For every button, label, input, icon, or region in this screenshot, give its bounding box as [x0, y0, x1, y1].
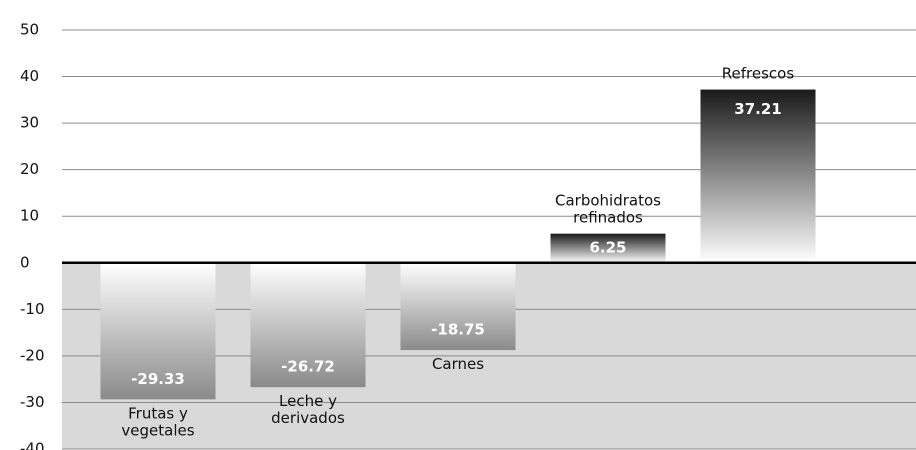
bar [400, 262, 516, 351]
x-tick-label: Frutas y vegetales [121, 404, 194, 439]
y-tick-label: 0 [20, 253, 30, 271]
x-tick-label: Carnes [432, 355, 484, 373]
y-tick-label: 30 [20, 114, 39, 132]
value-label: 6.25 [589, 239, 626, 257]
y-tick-label: -30 [20, 393, 45, 411]
y-tick-label: -10 [20, 300, 45, 318]
value-label: 37.21 [734, 100, 781, 118]
x-tick-label: Carbohidratos refinados [555, 191, 661, 226]
y-tick-label: -40 [20, 440, 45, 450]
value-label: -26.72 [281, 358, 335, 376]
x-tick-label: Refrescos [722, 64, 795, 82]
value-label: -29.33 [131, 370, 185, 388]
y-tick-label: 40 [20, 67, 39, 85]
y-tick-label: 50 [20, 21, 39, 39]
y-tick-label: -20 [20, 346, 45, 364]
value-label: -18.75 [431, 321, 485, 339]
bar [700, 89, 816, 263]
x-tick-label: Leche y derivados [271, 392, 345, 427]
y-tick-label: 10 [20, 207, 39, 225]
y-tick-label: 20 [20, 160, 39, 178]
bar [100, 262, 216, 400]
bar [250, 262, 366, 388]
bar [550, 233, 666, 263]
